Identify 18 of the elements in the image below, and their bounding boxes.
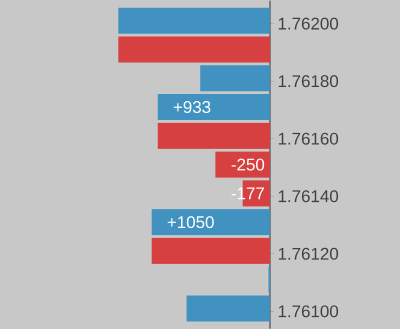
bar (118, 36, 270, 62)
y-tick-label: 1.76100 (278, 305, 338, 318)
bar (118, 8, 270, 34)
bar (200, 65, 270, 92)
y-tick-label: 1.76140 (278, 190, 338, 202)
annotation: -250 (232, 158, 264, 170)
bar (152, 209, 270, 236)
bar (158, 122, 270, 149)
annotation: +1050 (168, 216, 214, 228)
bar (186, 295, 270, 322)
bar (158, 94, 270, 120)
bar (152, 238, 270, 264)
y-tick-label: 1.76120 (278, 248, 338, 260)
annotation: +933 (174, 100, 210, 113)
bar (215, 152, 270, 178)
y-tick-label: 1.76160 (278, 132, 338, 145)
y-tick-label: 1.76180 (278, 75, 338, 88)
y-tick-label: 1.76200 (278, 18, 338, 30)
